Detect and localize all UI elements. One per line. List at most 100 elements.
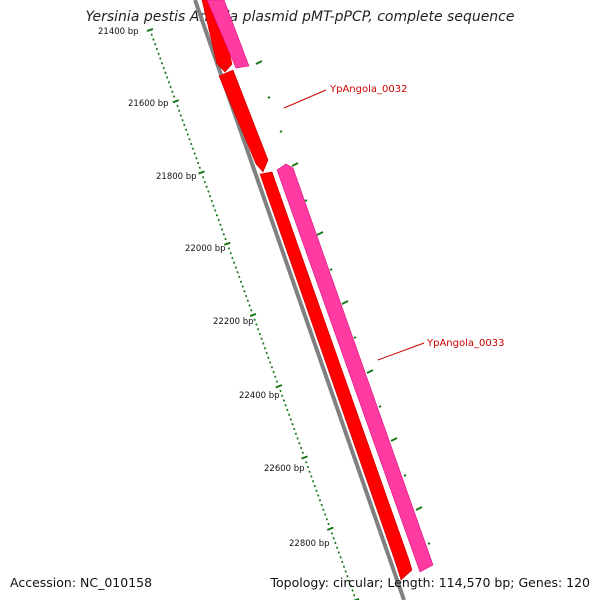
gene-label-0032[interactable]: YpAngola_0032 xyxy=(329,84,407,95)
scale-minor-tick xyxy=(342,565,346,568)
scale-minor-tick xyxy=(322,508,325,512)
scale-minor-tick xyxy=(208,194,212,198)
scale-minor-tick xyxy=(339,556,342,559)
scale-minor-tick xyxy=(327,522,330,526)
scale-minor-tick xyxy=(286,408,289,412)
scale-minor-tick xyxy=(171,90,174,93)
scale-minor-tick xyxy=(310,475,313,478)
tick-label-22600: 22600 bp xyxy=(264,464,305,474)
scale-minor-tick xyxy=(224,237,227,241)
tick-label-22800: 22800 bp xyxy=(289,539,330,549)
scale-minor-tick xyxy=(155,47,159,51)
gene-arrow-forward-long[interactable] xyxy=(259,171,413,581)
scale-minor-tick xyxy=(212,204,215,208)
scale-minor-tick xyxy=(349,584,352,587)
scale-minor-tick xyxy=(227,247,231,250)
scale-minor-tick xyxy=(281,394,284,398)
scale-minor-tick xyxy=(306,465,310,469)
scale-minor-tick xyxy=(186,133,189,136)
scale-minor-tick xyxy=(190,142,193,146)
inner-scale-ticks xyxy=(146,27,360,600)
scale-minor-tick xyxy=(219,223,222,227)
scale-minor-tick xyxy=(172,95,176,98)
scale-minor-tick xyxy=(236,270,239,274)
scale-minor-tick xyxy=(183,123,186,127)
scale-minor-tick xyxy=(341,560,344,564)
scale-minor-tick xyxy=(169,85,172,89)
scale-minor-tick xyxy=(272,370,275,374)
scale-minor-tick xyxy=(154,43,157,46)
scale-minor-tick xyxy=(317,494,320,497)
scale-minor-tick xyxy=(239,280,243,284)
scale-minor-tick xyxy=(210,199,213,203)
scale-minor-tick xyxy=(263,346,267,350)
scale-minor-tick xyxy=(351,589,354,592)
scale-major-tick xyxy=(301,455,308,460)
topology-summary: Topology: circular; Length: 114,570 bp; … xyxy=(270,575,591,590)
scale-minor-tick xyxy=(347,579,351,583)
scale-minor-tick xyxy=(152,38,155,41)
scale-minor-tick xyxy=(244,294,248,298)
scale-minor-tick xyxy=(294,432,298,436)
scale-minor-tick xyxy=(205,185,208,189)
gene-arrow-forward-top[interactable] xyxy=(201,0,233,73)
scale-minor-tick xyxy=(336,546,339,549)
scale-minor-tick xyxy=(166,76,169,79)
scale-minor-tick xyxy=(325,518,328,521)
scale-minor-tick xyxy=(282,399,286,402)
scale-minor-tick xyxy=(191,147,195,151)
scale-minor-tick xyxy=(176,104,179,108)
scale-minor-tick xyxy=(231,256,234,260)
scale-major-tick xyxy=(249,312,257,318)
scale-minor-tick xyxy=(270,365,274,369)
scale-minor-tick xyxy=(162,66,165,70)
scale-major-tick xyxy=(172,99,180,104)
scale-minor-tick xyxy=(229,251,232,255)
scale-minor-tick xyxy=(150,33,153,36)
scale-minor-tick xyxy=(291,422,294,426)
scale-minor-tick xyxy=(262,342,265,345)
gene-arrow-reverse-0033[interactable] xyxy=(276,163,434,573)
scale-minor-tick xyxy=(215,213,219,217)
scale-minor-tick xyxy=(188,137,191,141)
scale-minor-tick xyxy=(241,285,244,288)
scale-major-tick xyxy=(275,384,283,389)
scale-minor-tick xyxy=(320,503,323,507)
scale-minor-tick xyxy=(248,304,251,307)
scale-major-tick xyxy=(198,170,205,175)
scale-minor-tick xyxy=(279,389,282,393)
scale-minor-tick xyxy=(323,513,327,516)
map-title: Yersinia pestis Angola plasmid pMT-pPCP,… xyxy=(85,9,515,25)
scale-minor-tick xyxy=(246,299,250,303)
scale-minor-tick xyxy=(220,228,224,231)
scale-minor-tick xyxy=(260,337,263,341)
scale-minor-tick xyxy=(315,489,318,493)
scale-minor-tick xyxy=(275,380,279,383)
scale-minor-tick xyxy=(178,109,181,112)
gene-arrow-reverse-top[interactable] xyxy=(206,0,250,69)
scale-minor-tick xyxy=(293,427,296,431)
scale-minor-tick xyxy=(284,403,287,407)
scale-minor-tick xyxy=(243,289,246,293)
scale-minor-tick xyxy=(304,460,308,464)
scale-minor-tick xyxy=(298,441,301,445)
scale-minor-tick xyxy=(308,470,311,474)
scale-minor-tick xyxy=(184,128,188,132)
scale-minor-tick xyxy=(311,479,315,483)
scale-minor-tick xyxy=(217,218,220,222)
scale-minor-tick xyxy=(255,323,258,326)
scale-minor-tick xyxy=(195,156,198,160)
scale-minor-tick xyxy=(238,275,241,279)
scale-minor-tick xyxy=(299,446,303,450)
scale-minor-tick xyxy=(250,308,253,312)
scale-minor-tick xyxy=(157,52,160,55)
tick-label-21400: 21400 bp xyxy=(98,27,139,37)
gene-label-0033[interactable]: YpAngola_0033 xyxy=(426,338,504,349)
scale-minor-tick xyxy=(332,537,335,540)
scale-minor-tick xyxy=(207,190,210,193)
scale-major-tick xyxy=(326,526,334,531)
gene-arrow-forward-0032[interactable] xyxy=(218,69,269,173)
scale-minor-tick xyxy=(203,180,207,184)
scale-minor-tick xyxy=(179,114,183,117)
scale-minor-tick xyxy=(253,318,256,322)
